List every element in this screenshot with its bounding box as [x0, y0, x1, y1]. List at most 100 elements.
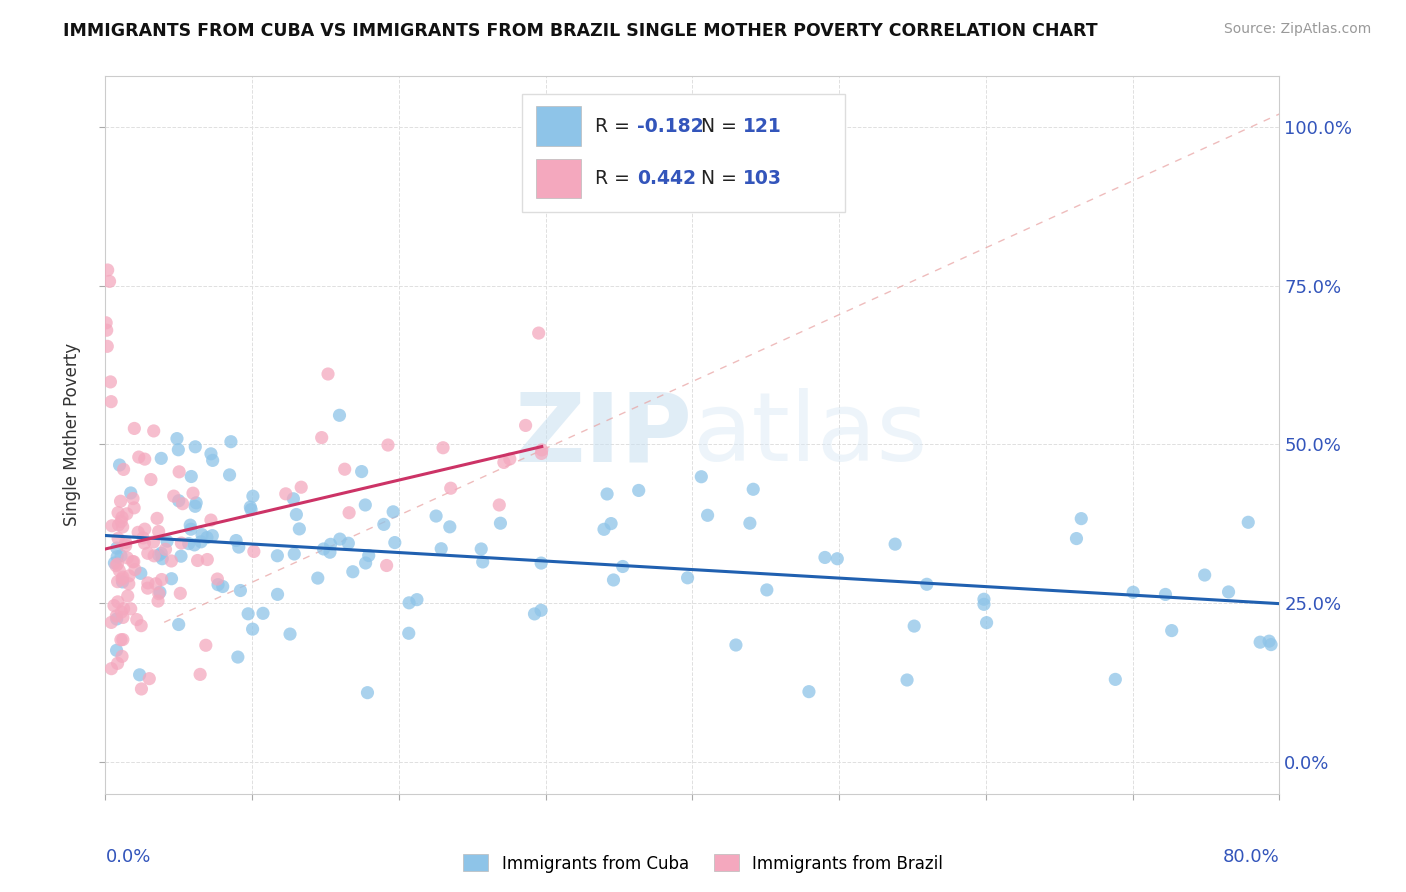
- Point: [122, 555, 145, 569]
- Point: [283, 547, 305, 561]
- Point: [333, 462, 356, 476]
- Point: [1237, 516, 1260, 530]
- Point: [1260, 638, 1282, 652]
- Point: [134, 522, 156, 536]
- Point: [105, 612, 128, 626]
- Point: [150, 551, 173, 566]
- Point: [200, 513, 222, 527]
- Point: [439, 520, 461, 534]
- Point: [357, 549, 380, 563]
- Point: [827, 551, 849, 566]
- Point: [290, 480, 312, 494]
- Point: [229, 583, 252, 598]
- Point: [627, 483, 650, 498]
- Point: [148, 524, 170, 539]
- Point: [155, 542, 177, 557]
- Point: [406, 592, 429, 607]
- Point: [156, 534, 179, 549]
- Point: [107, 657, 129, 671]
- Point: [110, 605, 132, 619]
- Point: [316, 367, 339, 381]
- Point: [973, 598, 995, 612]
- Point: [138, 672, 160, 686]
- Point: [111, 520, 134, 534]
- Point: [163, 489, 186, 503]
- Point: [120, 486, 142, 500]
- Point: [160, 554, 183, 568]
- Point: [350, 465, 373, 479]
- Text: 0.442: 0.442: [637, 169, 696, 188]
- Point: [377, 438, 399, 452]
- Point: [128, 450, 150, 464]
- Point: [107, 532, 129, 546]
- Point: [1194, 568, 1216, 582]
- Point: [118, 576, 141, 591]
- Point: [1154, 587, 1177, 601]
- Point: [105, 609, 128, 624]
- Point: [207, 577, 229, 591]
- Text: -0.182: -0.182: [637, 117, 704, 136]
- Point: [471, 555, 494, 569]
- Point: [146, 511, 169, 525]
- Point: [242, 622, 264, 636]
- Point: [107, 557, 129, 571]
- Point: [283, 491, 305, 506]
- Point: [319, 545, 342, 559]
- Point: [127, 525, 149, 540]
- Point: [129, 618, 152, 632]
- Point: [110, 632, 132, 647]
- Point: [430, 541, 453, 556]
- Point: [337, 506, 360, 520]
- Point: [278, 627, 301, 641]
- Point: [172, 497, 194, 511]
- FancyBboxPatch shape: [536, 159, 581, 198]
- Point: [696, 508, 718, 523]
- Point: [186, 496, 208, 510]
- Point: [492, 455, 515, 469]
- Point: [105, 643, 128, 657]
- Point: [183, 538, 205, 552]
- Point: [100, 375, 122, 389]
- Point: [149, 585, 172, 599]
- Point: [488, 498, 510, 512]
- Point: [354, 498, 377, 512]
- Point: [915, 577, 938, 591]
- Point: [354, 556, 377, 570]
- Point: [188, 667, 211, 681]
- Point: [593, 522, 616, 536]
- Point: [131, 681, 153, 696]
- Point: [101, 518, 124, 533]
- Point: [499, 452, 522, 467]
- Point: [146, 594, 169, 608]
- Point: [382, 505, 405, 519]
- Point: [201, 529, 224, 543]
- Point: [1258, 634, 1281, 648]
- Point: [110, 515, 132, 529]
- Point: [530, 556, 553, 570]
- Point: [96, 339, 118, 353]
- Y-axis label: Single Mother Poverty: Single Mother Poverty: [63, 343, 82, 526]
- Point: [690, 469, 713, 483]
- Point: [470, 541, 492, 556]
- Point: [884, 537, 907, 551]
- Point: [194, 638, 217, 652]
- Point: [97, 263, 120, 277]
- Point: [114, 539, 136, 553]
- Point: [1070, 511, 1092, 525]
- Text: N =: N =: [700, 169, 742, 188]
- Point: [105, 541, 128, 555]
- Point: [108, 564, 131, 578]
- Point: [110, 549, 132, 563]
- Point: [530, 446, 553, 460]
- Point: [145, 576, 167, 591]
- Point: [328, 409, 350, 423]
- Point: [181, 486, 204, 500]
- Point: [118, 569, 141, 583]
- Point: [180, 522, 202, 536]
- Point: [240, 502, 263, 516]
- Point: [150, 573, 173, 587]
- Point: [142, 535, 165, 549]
- Point: [166, 432, 188, 446]
- Point: [973, 592, 995, 607]
- Point: [228, 540, 250, 554]
